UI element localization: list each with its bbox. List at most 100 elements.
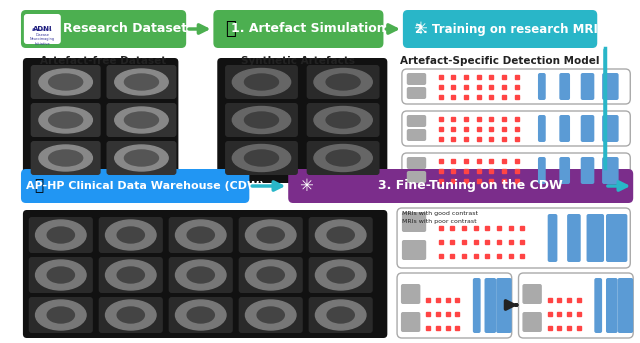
Text: 📍: 📍 [34, 178, 43, 193]
FancyBboxPatch shape [567, 214, 580, 262]
FancyBboxPatch shape [217, 58, 387, 183]
FancyBboxPatch shape [548, 214, 557, 262]
FancyBboxPatch shape [21, 169, 250, 203]
FancyBboxPatch shape [518, 273, 633, 338]
Ellipse shape [326, 112, 360, 128]
Ellipse shape [314, 69, 372, 95]
Ellipse shape [36, 300, 86, 330]
Ellipse shape [106, 300, 156, 330]
FancyBboxPatch shape [239, 297, 303, 333]
FancyBboxPatch shape [484, 278, 496, 333]
FancyBboxPatch shape [21, 10, 186, 48]
FancyBboxPatch shape [225, 141, 298, 175]
Text: 2. Training on research MRIs: 2. Training on research MRIs [415, 23, 605, 35]
Ellipse shape [39, 145, 92, 171]
FancyBboxPatch shape [397, 208, 630, 268]
Ellipse shape [115, 69, 168, 95]
Ellipse shape [257, 267, 284, 283]
Ellipse shape [39, 69, 92, 95]
Ellipse shape [232, 144, 291, 172]
FancyBboxPatch shape [595, 278, 602, 333]
FancyBboxPatch shape [407, 171, 426, 183]
Text: Alzheimer's
Disease
Neuroimaging
Initiative: Alzheimer's Disease Neuroimaging Initiat… [30, 28, 55, 46]
FancyBboxPatch shape [397, 208, 630, 268]
Text: Artefact-Specific Detection Model: Artefact-Specific Detection Model [400, 56, 600, 66]
FancyBboxPatch shape [106, 103, 177, 137]
Ellipse shape [124, 112, 159, 128]
FancyBboxPatch shape [518, 273, 633, 338]
FancyBboxPatch shape [169, 297, 233, 333]
FancyBboxPatch shape [602, 115, 619, 142]
FancyBboxPatch shape [538, 157, 546, 184]
FancyBboxPatch shape [307, 141, 380, 175]
FancyBboxPatch shape [169, 257, 233, 293]
Ellipse shape [49, 112, 83, 128]
Ellipse shape [36, 220, 86, 250]
FancyBboxPatch shape [606, 214, 627, 262]
FancyBboxPatch shape [29, 217, 93, 253]
FancyBboxPatch shape [169, 217, 233, 253]
Ellipse shape [49, 74, 83, 90]
Ellipse shape [187, 267, 214, 283]
FancyBboxPatch shape [308, 297, 372, 333]
Ellipse shape [47, 267, 74, 283]
Ellipse shape [244, 112, 278, 128]
Ellipse shape [39, 107, 92, 133]
FancyBboxPatch shape [522, 284, 542, 304]
Ellipse shape [115, 145, 168, 171]
FancyBboxPatch shape [23, 210, 387, 338]
FancyBboxPatch shape [308, 257, 372, 293]
FancyBboxPatch shape [402, 153, 630, 188]
Text: ✳: ✳ [413, 20, 428, 38]
Ellipse shape [124, 74, 159, 90]
FancyBboxPatch shape [602, 157, 619, 184]
FancyBboxPatch shape [580, 73, 595, 100]
Ellipse shape [326, 74, 360, 90]
FancyBboxPatch shape [213, 10, 383, 48]
FancyBboxPatch shape [473, 278, 481, 333]
Ellipse shape [117, 307, 145, 323]
FancyBboxPatch shape [23, 58, 179, 183]
Text: 3. Fine-Tuning on the CDW: 3. Fine-Tuning on the CDW [378, 179, 563, 192]
FancyBboxPatch shape [402, 69, 630, 104]
Text: ADNI: ADNI [33, 26, 52, 32]
FancyBboxPatch shape [559, 73, 570, 100]
Ellipse shape [106, 260, 156, 290]
FancyBboxPatch shape [402, 153, 630, 188]
FancyBboxPatch shape [407, 157, 426, 169]
FancyBboxPatch shape [618, 278, 633, 333]
Ellipse shape [316, 300, 366, 330]
FancyBboxPatch shape [402, 111, 630, 146]
FancyBboxPatch shape [31, 141, 100, 175]
Ellipse shape [175, 300, 226, 330]
FancyBboxPatch shape [106, 141, 177, 175]
Ellipse shape [187, 307, 214, 323]
Ellipse shape [257, 307, 284, 323]
Text: ✳: ✳ [299, 177, 312, 195]
Ellipse shape [246, 220, 296, 250]
Ellipse shape [316, 260, 366, 290]
Ellipse shape [232, 106, 291, 133]
Ellipse shape [257, 227, 284, 243]
Text: AP-HP Clinical Data Warehouse (CDW): AP-HP Clinical Data Warehouse (CDW) [26, 181, 264, 191]
FancyBboxPatch shape [602, 73, 619, 100]
Ellipse shape [49, 150, 83, 166]
FancyBboxPatch shape [402, 240, 426, 260]
Ellipse shape [115, 107, 168, 133]
Ellipse shape [244, 74, 278, 90]
FancyBboxPatch shape [407, 115, 426, 127]
FancyBboxPatch shape [24, 14, 61, 44]
Ellipse shape [327, 267, 355, 283]
FancyBboxPatch shape [586, 214, 604, 262]
Ellipse shape [117, 267, 145, 283]
FancyBboxPatch shape [397, 273, 512, 338]
FancyBboxPatch shape [99, 297, 163, 333]
Text: Artefact-free Dataset: Artefact-free Dataset [40, 56, 166, 66]
Ellipse shape [314, 144, 372, 172]
FancyBboxPatch shape [496, 278, 512, 333]
FancyBboxPatch shape [31, 103, 100, 137]
Ellipse shape [314, 106, 372, 133]
Ellipse shape [246, 260, 296, 290]
FancyBboxPatch shape [559, 157, 570, 184]
Ellipse shape [175, 260, 226, 290]
